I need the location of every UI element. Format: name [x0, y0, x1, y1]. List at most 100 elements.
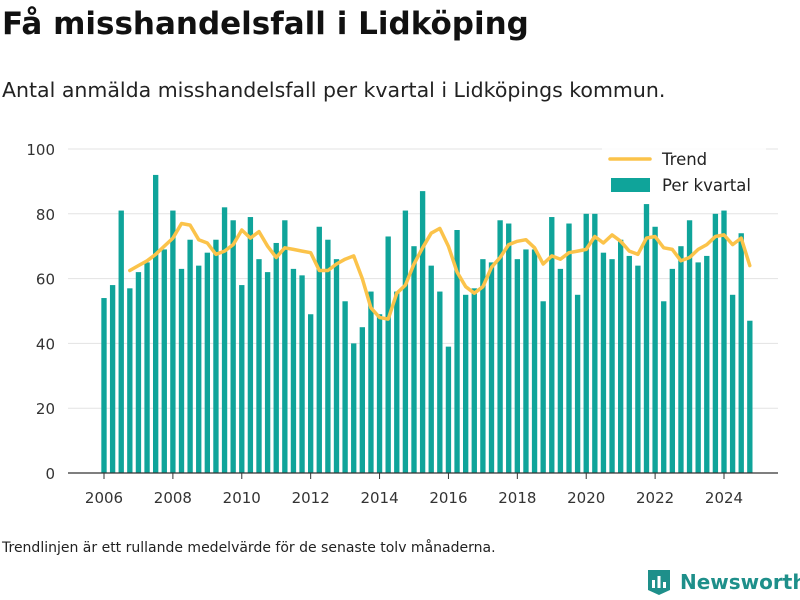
bar: [376, 314, 383, 473]
y-tick-label: 80: [36, 206, 55, 224]
bar: [109, 285, 116, 473]
brand-name: Newsworthy: [680, 570, 800, 594]
bar: [738, 233, 744, 473]
bar: [316, 226, 322, 473]
x-tick-label: 2018: [498, 489, 536, 507]
bar: [282, 220, 288, 473]
bar: [351, 343, 357, 473]
y-tick-label: 20: [36, 400, 55, 418]
bar: [617, 239, 624, 473]
bar: [643, 204, 650, 473]
bar: [411, 246, 417, 473]
bar-chart: 0 20 40 60 80 100 2006 2008 2010 2012 2014 2016 2018…: [26, 141, 778, 507]
bar: [600, 252, 607, 473]
bar: [359, 327, 366, 473]
bar: [514, 259, 521, 473]
x-tick-label: 2008: [154, 489, 192, 507]
bar: [428, 265, 434, 473]
bar: [385, 236, 391, 473]
bar: [695, 262, 701, 473]
bar: [394, 291, 400, 473]
y-tick-label: 100: [26, 141, 55, 159]
bar: [101, 298, 107, 473]
x-tick-label: 2010: [223, 489, 261, 507]
bar: [531, 249, 538, 473]
bar: [273, 242, 279, 473]
bar: [402, 210, 409, 473]
bar: [445, 346, 452, 473]
bar: [549, 217, 555, 473]
bar: [135, 272, 142, 473]
bar: [566, 223, 572, 473]
bar: [704, 255, 710, 473]
bar: [290, 268, 297, 473]
bar: [307, 314, 314, 473]
chart-subtitle: Antal anmälda misshandelsfall per kvarta…: [2, 78, 666, 102]
footnote: Trendlinjen är ett rullande medelvärde f…: [2, 540, 496, 556]
bar: [454, 230, 460, 473]
bar: [669, 268, 676, 473]
bar: [161, 249, 167, 473]
bar: [127, 288, 133, 473]
bar: [264, 272, 271, 473]
bar: [178, 268, 185, 473]
bar: [729, 294, 736, 473]
x-tick-label: 2016: [429, 489, 467, 507]
bar: [652, 226, 658, 473]
bar: [170, 210, 176, 473]
bar-chart-logo-icon: [648, 570, 670, 595]
bar: [506, 223, 512, 473]
legend-bars-swatch: [611, 178, 650, 192]
bar: [230, 220, 236, 473]
x-tick-label: 2022: [636, 489, 674, 507]
bar: [721, 210, 727, 473]
bar: [557, 268, 564, 473]
x-tick-label: 2020: [567, 489, 605, 507]
bar: [497, 220, 503, 473]
legend-trend-label: Trend: [661, 150, 707, 169]
bar: [221, 207, 228, 473]
bar: [325, 239, 331, 473]
x-tick-label: 2012: [292, 489, 330, 507]
bar: [480, 259, 486, 473]
trend-line: [128, 221, 752, 321]
y-tick-label: 60: [36, 271, 55, 289]
bar: [333, 259, 340, 473]
bar: [247, 217, 254, 473]
x-tick-label: 2006: [85, 489, 123, 507]
bar: [152, 174, 159, 474]
y-tick-label: 0: [45, 465, 55, 483]
legend-bars-label: Per kvartal: [662, 176, 751, 195]
bar: [712, 213, 719, 474]
bar: [592, 213, 598, 474]
bar: [213, 239, 219, 473]
bar: [419, 191, 426, 473]
bar: [299, 275, 305, 473]
bar: [540, 301, 546, 473]
x-tick-label: 2024: [705, 489, 743, 507]
bar: [471, 288, 477, 473]
bar: [187, 239, 193, 473]
bar: [256, 259, 262, 473]
bar: [204, 252, 211, 473]
bar: [462, 294, 469, 473]
bar: [686, 220, 693, 473]
bar: [488, 262, 495, 473]
bar: [342, 301, 348, 473]
chart-title: Få misshandelsfall i Lidköping: [2, 6, 529, 42]
x-tick-label: 2014: [360, 489, 398, 507]
bar: [626, 255, 632, 473]
bar: [678, 246, 684, 473]
bar: [523, 249, 529, 473]
brand-logo: Newsworthy: [646, 566, 800, 598]
bar: [437, 291, 443, 473]
bar: [144, 262, 150, 473]
bar: [661, 301, 667, 473]
y-tick-label: 40: [36, 335, 55, 353]
bar: [583, 213, 589, 474]
bar: [747, 320, 753, 473]
bar: [635, 265, 641, 473]
bar: [609, 259, 615, 473]
bar: [196, 265, 202, 473]
bar: [239, 285, 245, 473]
